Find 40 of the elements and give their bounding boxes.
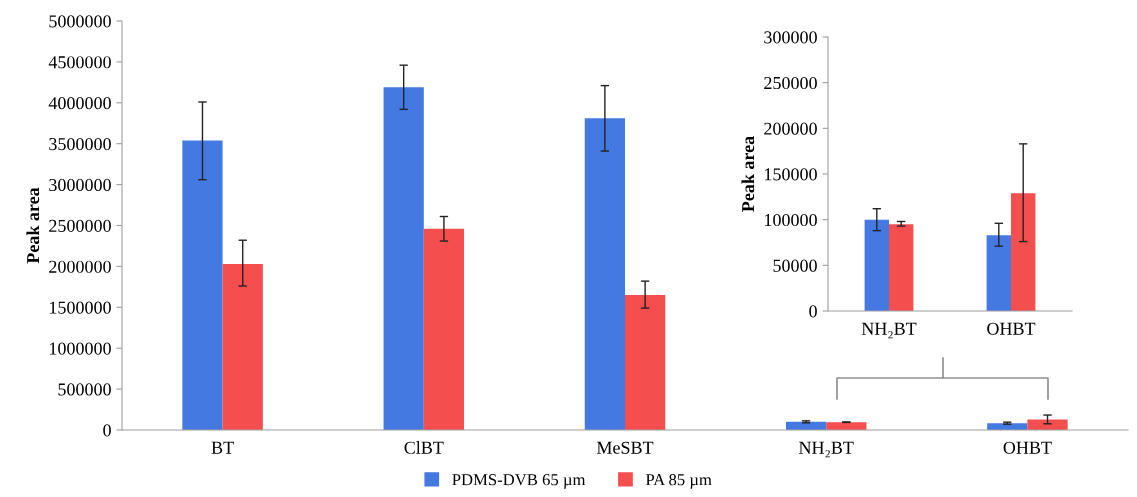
bar xyxy=(889,224,914,311)
y-axis-title: Peak area xyxy=(741,136,755,212)
y-tick-label: 1000000 xyxy=(49,342,111,355)
bar xyxy=(1027,419,1068,430)
y-tick-label: 50000 xyxy=(773,259,817,272)
x-tick-label: OHBT xyxy=(987,322,1036,335)
y-tick-label: 3000000 xyxy=(49,178,111,192)
y-tick-label: 4500000 xyxy=(48,56,111,69)
y-tick-label: 0 xyxy=(103,424,111,437)
y-tick-label: 5000000 xyxy=(49,15,111,28)
bar xyxy=(986,235,1011,311)
x-tick-label: MeSBT xyxy=(596,441,654,454)
y-tick-label: 150000 xyxy=(765,168,817,181)
y-tick-label: 4000000 xyxy=(48,97,111,110)
x-tick-label: BT xyxy=(211,441,234,454)
y-tick-label: 100000 xyxy=(765,213,817,227)
y-tick-label: 3500000 xyxy=(49,137,111,151)
y-tick-label: 250000 xyxy=(764,76,817,90)
bar xyxy=(423,228,465,430)
legend-label: PA 85 µm xyxy=(645,474,712,489)
x-tick-label: ClBT xyxy=(404,441,444,454)
bar xyxy=(864,219,889,311)
y-tick-label: 200000 xyxy=(764,122,817,135)
x-tick-label: NH₂BT xyxy=(799,441,854,458)
x-tick-label: OHBT xyxy=(1003,441,1052,454)
y-axis-title: Peak area xyxy=(26,187,40,264)
bar xyxy=(222,263,263,430)
x-tick-label: NH₂BT xyxy=(861,322,917,339)
bar xyxy=(625,295,666,430)
y-tick-label: 0 xyxy=(809,305,817,318)
bar xyxy=(182,140,223,430)
bar xyxy=(1011,193,1036,311)
bar xyxy=(383,87,424,430)
legend-label: PDMS-DVB 65 µm xyxy=(452,474,586,489)
y-tick-label: 300000 xyxy=(764,31,817,44)
bar xyxy=(584,118,625,430)
y-tick-label: 2500000 xyxy=(49,219,111,232)
y-tick-label: 2000000 xyxy=(49,260,111,273)
y-tick-label: 500000 xyxy=(58,383,111,396)
y-tick-label: 1500000 xyxy=(49,301,111,314)
